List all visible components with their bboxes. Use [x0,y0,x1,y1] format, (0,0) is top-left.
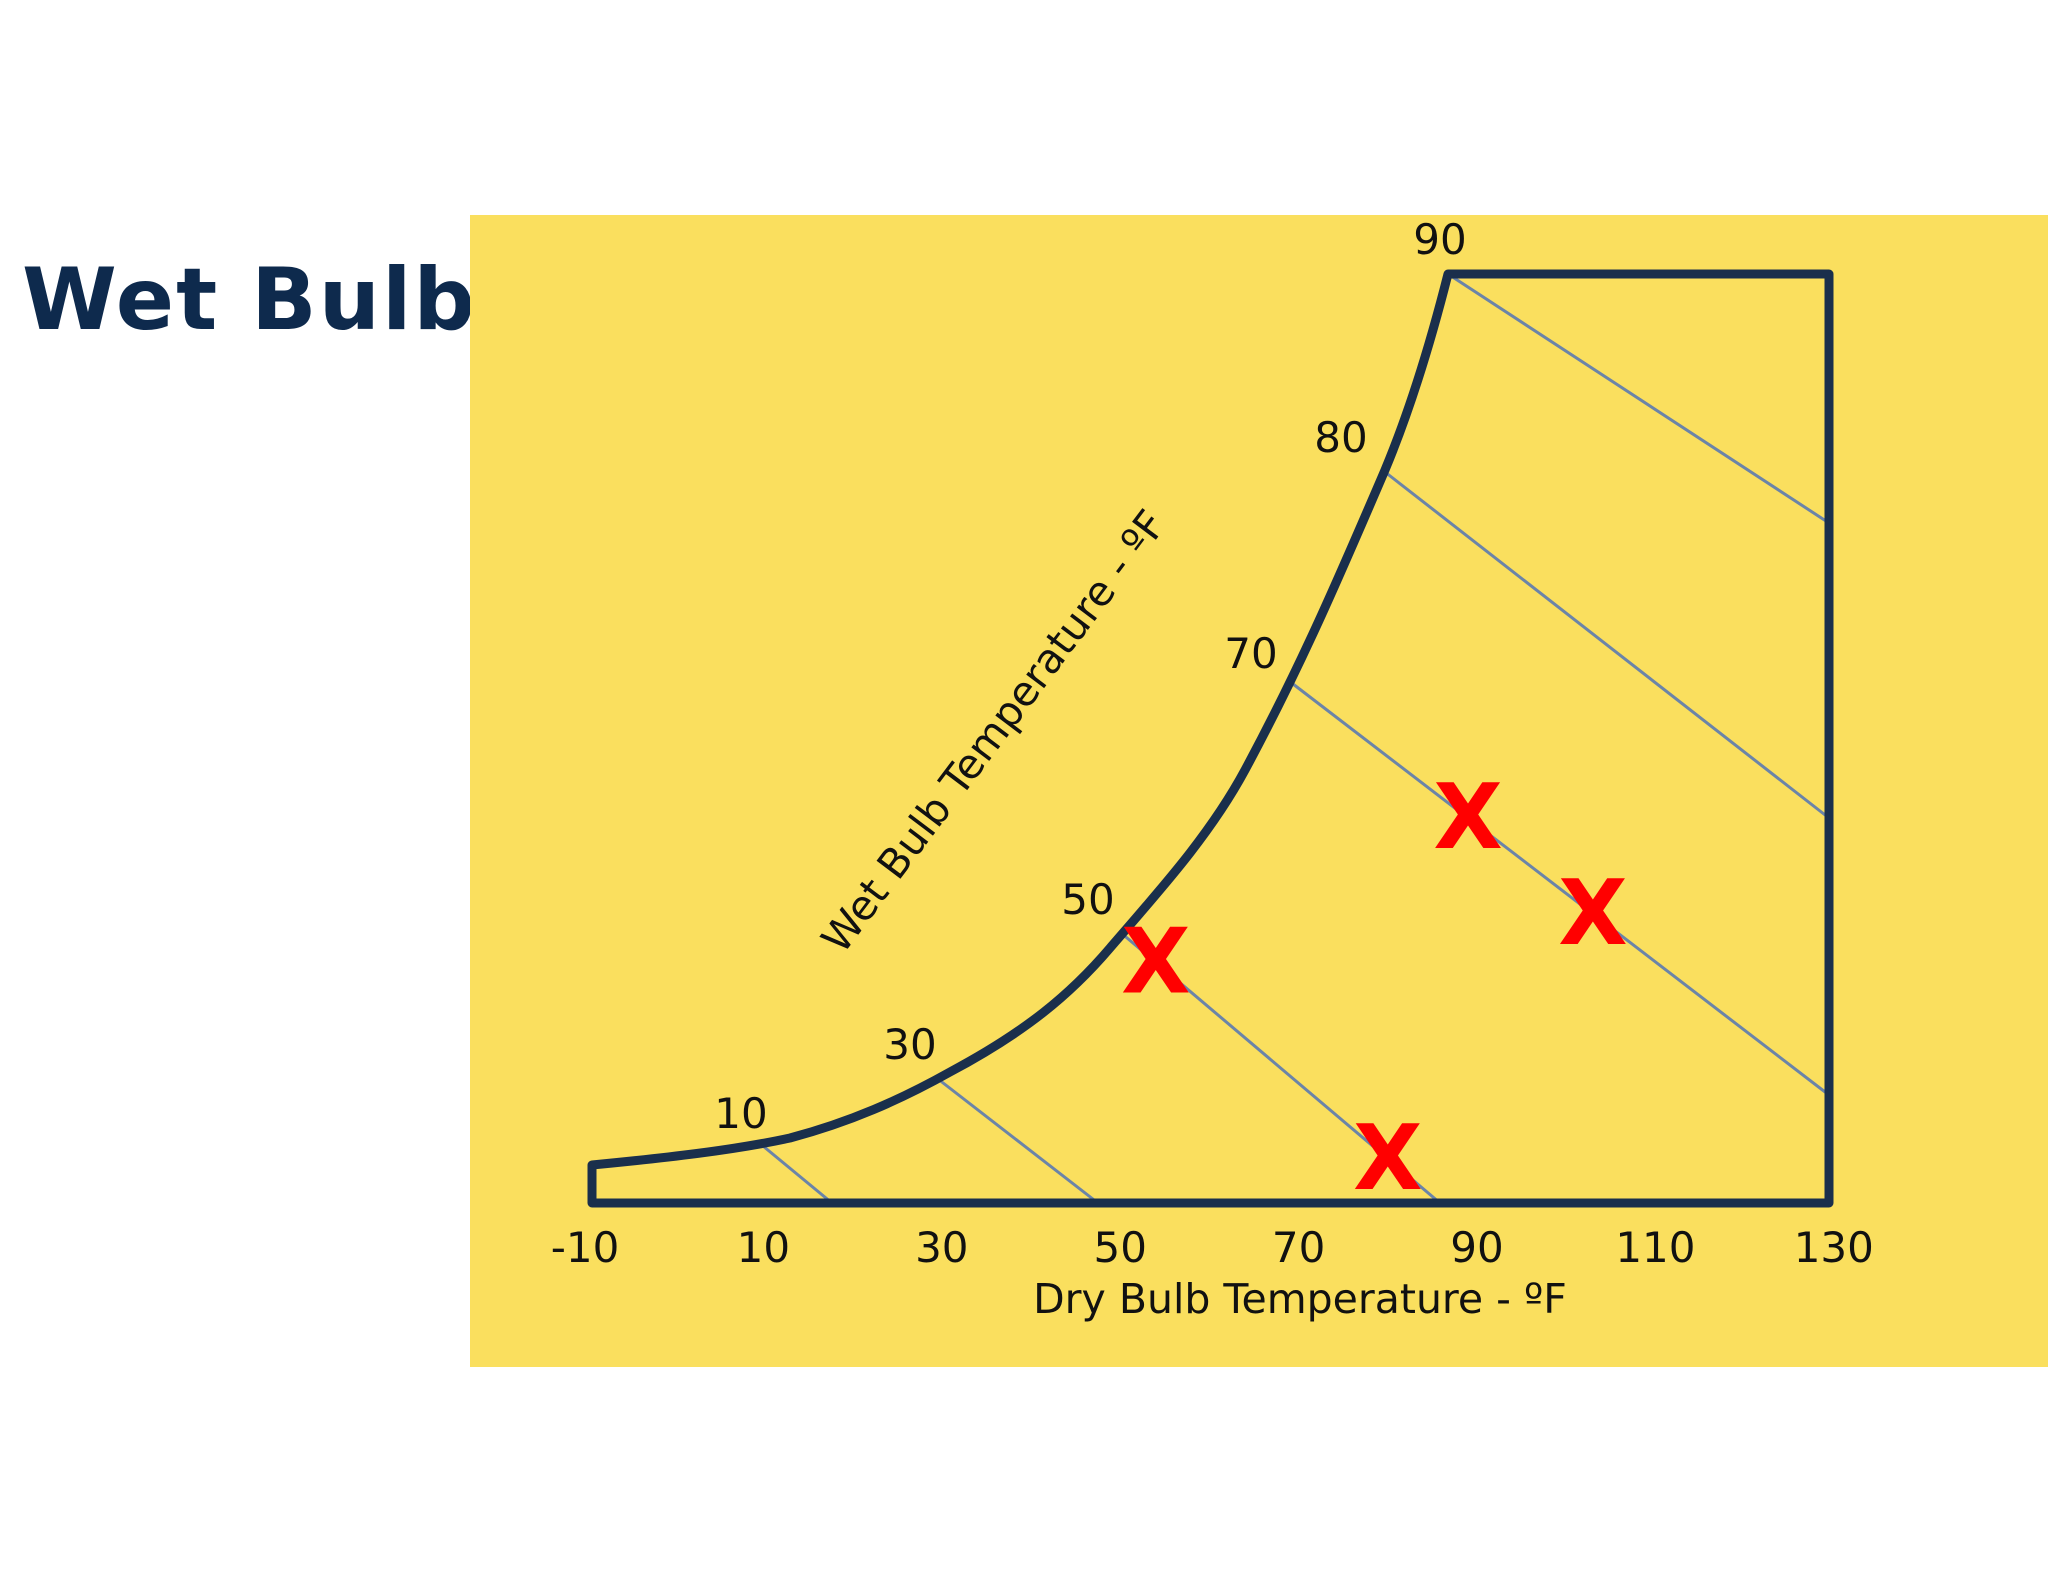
marker-0: X [1121,909,1190,1014]
x-tick-7: 130 [1794,1223,1874,1272]
slide-title: Wet Bulb [22,250,477,350]
wet-bulb-label-0: 10 [714,1089,767,1138]
x-tick-3: 50 [1093,1223,1146,1272]
wet-bulb-label-2: 50 [1061,875,1114,924]
wet-bulb-line-1 [937,1077,1099,1205]
x-tick-4: 70 [1272,1223,1325,1272]
x-tick-1: 10 [737,1223,790,1272]
wet-bulb-line-5 [1447,272,1830,525]
chart-frame [587,269,1834,1208]
x-tick-6: 110 [1615,1223,1695,1272]
x-tick-2: 30 [915,1223,968,1272]
wet-bulb-line-4 [1384,470,1830,820]
wet-bulb-label-3: 70 [1224,629,1277,678]
chart-panel [470,215,2048,1367]
wet-bulb-line-0 [762,1144,833,1205]
marker-1: X [1353,1106,1422,1211]
marker-3: X [1558,861,1627,966]
wet-bulb-label-4: 80 [1314,413,1367,462]
marker-2: X [1433,765,1502,870]
wet-bulb-line-2 [1119,930,1441,1205]
wet-bulb-labels: 10 30 50 70 80 90 [714,215,1466,1138]
wet-bulb-line-3 [1292,682,1830,1097]
x-tick-labels: -10 10 30 50 70 90 110 130 [551,1223,1874,1272]
x-tick-5: 90 [1450,1223,1503,1272]
x-axis-label: Dry Bulb Temperature - ºF [1033,1275,1567,1323]
saturation-curve [587,269,1834,1208]
x-tick-0: -10 [551,1223,620,1272]
wet-bulb-lines [762,272,1830,1205]
wet-bulb-label-1: 30 [883,1020,936,1069]
wet-bulb-label-5: 90 [1413,215,1466,264]
